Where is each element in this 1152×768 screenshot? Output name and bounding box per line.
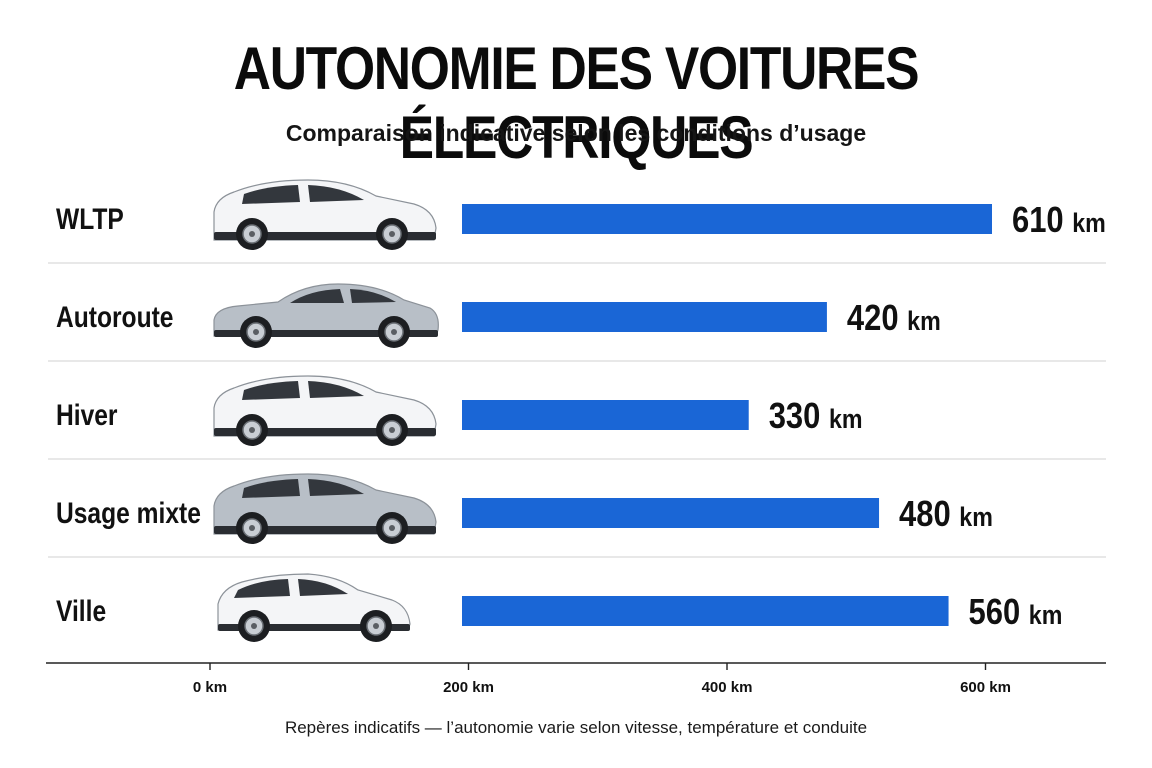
- car-window: [350, 289, 396, 303]
- category-label: Usage mixte: [56, 496, 201, 530]
- car-window: [308, 185, 364, 202]
- category-label: WLTP: [56, 202, 124, 236]
- wheel-hub: [249, 231, 255, 237]
- footnote: Repères indicatifs — l’autonomie varie s…: [284, 718, 868, 737]
- white-hatchback-icon: [217, 573, 411, 642]
- chart-title: AUTONOMIE DES VOITURES ÉLECTRIQUES: [233, 35, 920, 171]
- bar: [462, 400, 749, 430]
- silver-sedan-icon: [213, 283, 439, 348]
- white-suv-icon: [213, 375, 437, 446]
- chart-row: WLTP 610 km: [56, 179, 1106, 250]
- car-window: [298, 579, 348, 596]
- wheel-hub: [389, 427, 395, 433]
- chart-row: Usage mixte 480 km: [56, 473, 993, 544]
- wheel-hub: [389, 525, 395, 531]
- chart-row: Ville 560 km: [56, 573, 1063, 642]
- bar: [462, 302, 827, 332]
- data-label: 420 km: [847, 299, 941, 339]
- chart-subtitle: Comparaison indicative selon les conditi…: [285, 120, 867, 146]
- bar: [462, 596, 949, 626]
- wheel-hub: [391, 329, 397, 335]
- chart-row: Autoroute 420 km: [56, 283, 941, 348]
- white-suv-icon: [213, 179, 437, 250]
- data-label: 560 km: [969, 593, 1063, 633]
- silver-suv-icon: [213, 473, 437, 544]
- x-tick-label: 600 km: [960, 679, 1011, 696]
- bar: [462, 204, 992, 234]
- wheel-hub: [251, 623, 257, 629]
- car-window: [242, 479, 300, 498]
- x-tick-label: 0 km: [193, 679, 227, 696]
- car-window: [242, 381, 300, 400]
- bar: [462, 498, 880, 528]
- wheel-hub: [373, 623, 379, 629]
- car-window: [290, 289, 344, 303]
- chart-row: Hiver 330 km: [56, 375, 863, 446]
- wheel-hub: [249, 427, 255, 433]
- category-label: Ville: [56, 594, 106, 628]
- data-label: 330 km: [769, 397, 863, 437]
- wheel-hub: [389, 231, 395, 237]
- category-label: Hiver: [56, 398, 118, 432]
- wheel-hub: [253, 329, 259, 335]
- car-window: [308, 381, 364, 398]
- data-label: 610 km: [1012, 201, 1106, 241]
- data-label: 480 km: [899, 495, 993, 535]
- car-window: [308, 479, 364, 496]
- car-window: [242, 185, 300, 204]
- car-window: [234, 579, 290, 598]
- wheel-hub: [249, 525, 255, 531]
- x-tick-label: 200 km: [443, 679, 494, 696]
- category-label: Autoroute: [56, 300, 173, 334]
- x-tick-label: 400 km: [702, 679, 753, 696]
